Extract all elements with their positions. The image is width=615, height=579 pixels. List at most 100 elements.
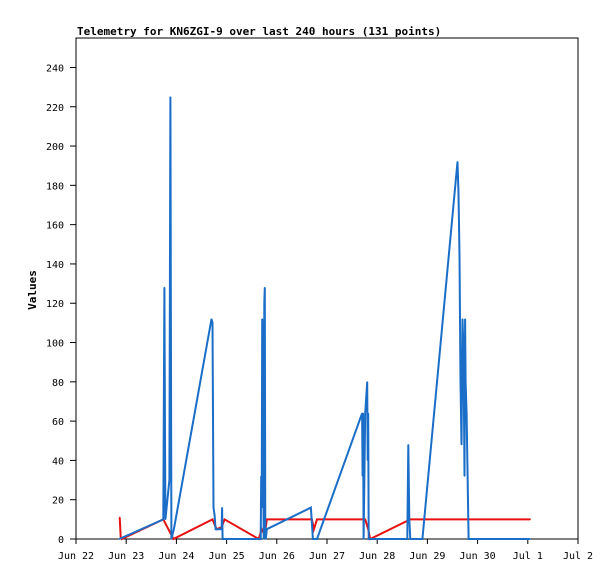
x-tick-label: Jun 22 <box>58 551 94 562</box>
data-point <box>214 528 217 530</box>
data-point <box>263 538 265 540</box>
data-point <box>477 538 479 540</box>
data-point <box>310 506 312 509</box>
y-tick-label: 80 <box>52 378 64 389</box>
x-tick-label: Jun 24 <box>158 551 194 562</box>
data-point <box>212 506 215 509</box>
y-tick-label: 60 <box>52 417 64 428</box>
x-tick-label: Jun 25 <box>209 551 245 562</box>
data-point <box>265 538 267 540</box>
data-point <box>163 412 165 414</box>
y-tick-label: 220 <box>46 103 64 114</box>
data-point <box>162 518 164 520</box>
x-tick-label: Jun 30 <box>460 551 496 562</box>
data-point <box>264 286 266 289</box>
data-point <box>362 412 364 414</box>
y-tick-label: 120 <box>46 299 64 310</box>
data-point <box>264 528 266 530</box>
data-point <box>261 506 263 509</box>
data-point <box>266 528 268 530</box>
data-point <box>170 318 172 320</box>
data-point <box>221 506 223 509</box>
data-point <box>408 518 410 520</box>
y-axis: 0 20 40 60 80 100 120 140 160 180 200 220 240 <box>46 63 76 546</box>
data-point <box>210 318 213 320</box>
data-point <box>460 444 463 446</box>
data-point <box>367 459 369 462</box>
data-point <box>221 538 224 540</box>
data-point <box>169 286 171 289</box>
data-point <box>170 538 172 540</box>
data-point <box>367 412 369 414</box>
data-point <box>368 538 370 540</box>
data-point <box>213 514 216 517</box>
data-point <box>364 412 366 414</box>
y-tick-label: 0 <box>58 535 64 546</box>
data-point <box>119 516 121 518</box>
x-tick-label: Jun 27 <box>309 551 345 562</box>
y-tick-label: 240 <box>46 63 64 74</box>
data-point <box>457 192 460 194</box>
data-point <box>529 538 531 540</box>
data-point <box>164 412 166 414</box>
data-point <box>168 479 170 481</box>
x-tick-label: Jun 29 <box>409 551 445 562</box>
data-point <box>459 381 462 383</box>
data-point <box>406 538 408 540</box>
y-tick-label: 160 <box>46 221 64 232</box>
data-point <box>363 538 365 540</box>
y-tick-label: 20 <box>52 496 64 507</box>
data-point <box>164 518 166 520</box>
data-point <box>458 255 461 257</box>
data-point <box>409 538 411 540</box>
data-point <box>223 518 226 520</box>
data-point <box>366 381 368 383</box>
data-point <box>465 412 468 414</box>
y-tick-label: 40 <box>52 456 64 467</box>
data-point <box>362 475 364 477</box>
data-point <box>266 518 268 520</box>
data-point <box>461 318 464 320</box>
data-point <box>260 475 262 477</box>
data-point <box>411 518 413 520</box>
data-point <box>407 444 409 446</box>
data-point <box>464 381 467 383</box>
data-point <box>211 518 214 520</box>
chart-title: Telemetry for KN6ZGI-9 over last 240 hou… <box>77 25 441 38</box>
plot-area <box>118 96 531 541</box>
data-point <box>313 528 315 530</box>
data-point <box>167 528 169 530</box>
y-tick-label: 100 <box>46 339 64 350</box>
data-point <box>464 318 466 320</box>
y-tick-label: 200 <box>46 142 64 153</box>
x-axis: Jun 22 Jun 23 Jun 24 Jun 25 Jun 26 Jun 27 Jun … <box>58 539 593 562</box>
series-1 <box>118 96 531 540</box>
x-tick-label: Jul 2 <box>563 551 593 562</box>
y-tick-label: 180 <box>46 181 64 192</box>
plot-frame <box>75 37 579 540</box>
data-point <box>316 538 318 540</box>
data-point <box>462 349 465 351</box>
series-line <box>118 96 531 540</box>
data-point <box>316 518 318 520</box>
x-tick-label: Jun 23 <box>108 551 144 562</box>
data-point <box>260 538 262 540</box>
y-axis-title: Values <box>26 270 39 310</box>
data-point <box>311 522 313 524</box>
data-point <box>361 412 363 414</box>
data-point <box>118 538 120 540</box>
data-point <box>163 286 165 289</box>
data-point <box>421 538 423 540</box>
data-point <box>463 475 466 477</box>
data-point <box>529 518 531 520</box>
data-point <box>261 318 263 320</box>
data-point <box>169 96 171 98</box>
data-point <box>456 161 459 163</box>
x-tick-label: Jun 26 <box>259 551 295 562</box>
data-point <box>211 322 214 324</box>
data-point <box>263 302 265 304</box>
data-point <box>466 475 469 477</box>
y-tick-label: 140 <box>46 260 64 271</box>
data-point <box>220 528 223 530</box>
